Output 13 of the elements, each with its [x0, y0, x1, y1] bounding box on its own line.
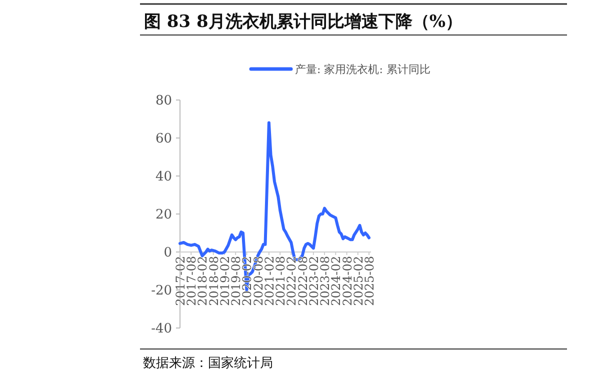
y-tick-label: 80	[155, 94, 172, 108]
y-tick-label: 0	[164, 246, 172, 260]
legend-label: 产量: 家用洗衣机: 累计同比	[295, 63, 430, 76]
y-tick-label: 40	[155, 170, 172, 184]
x-tick-label: 2017-02	[174, 256, 188, 306]
chart-title: 图 83 8月洗衣机累计同比增速下降（%）	[144, 12, 462, 32]
y-tick-label: -40	[151, 322, 172, 336]
source-note: 数据来源：国家统计局	[143, 355, 273, 371]
y-tick-label: -20	[151, 284, 172, 298]
y-tick-label: 20	[155, 208, 172, 222]
y-tick-label: 60	[155, 132, 172, 146]
x-tick-label: 2025-08	[362, 256, 376, 306]
legend: 产量: 家用洗衣机: 累计同比	[249, 63, 430, 76]
